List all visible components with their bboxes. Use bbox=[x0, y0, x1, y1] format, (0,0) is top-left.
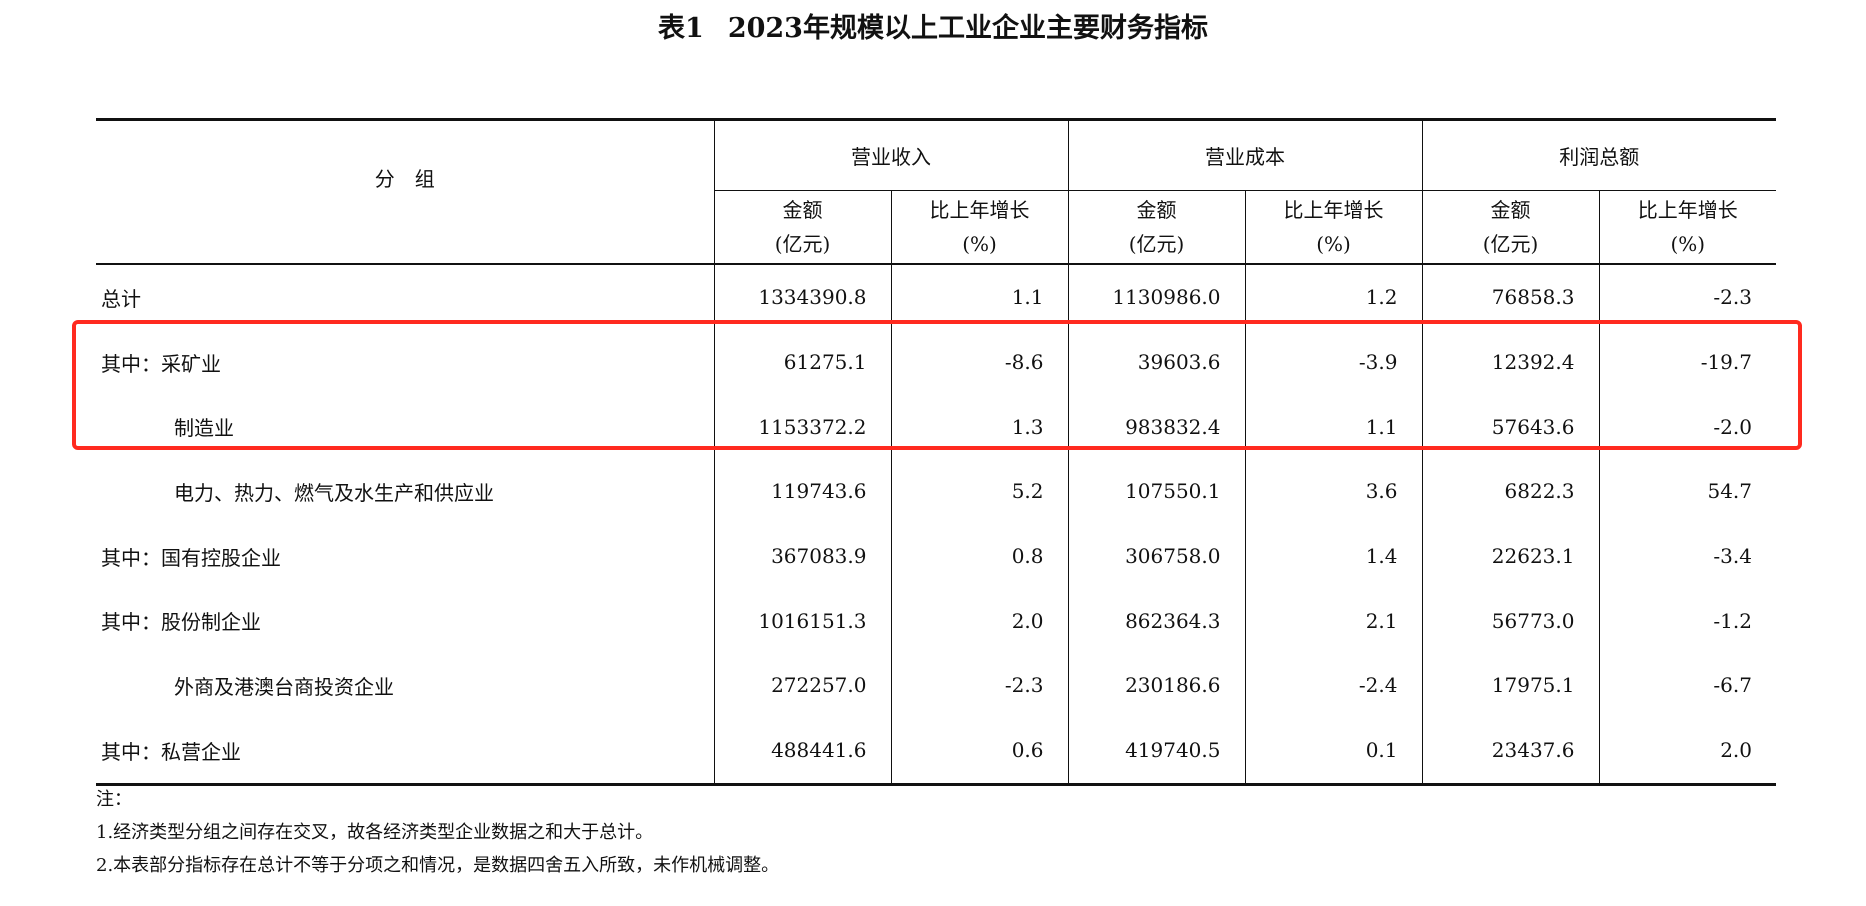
cell-value: 61275.1 bbox=[713, 329, 891, 395]
amount-subheader: 金额 (亿元) bbox=[1421, 190, 1599, 265]
table-row: 其中：采矿业 61275.1 -8.6 39603.6 -3.9 12392.4 -19.7 bbox=[96, 329, 1776, 395]
cell-value: 23437.6 bbox=[1421, 717, 1599, 786]
note-1: 1.经济类型分组之间存在交叉，故各经济类型企业数据之和大于总计。 bbox=[96, 822, 654, 843]
cell-value: 22623.1 bbox=[1421, 523, 1599, 589]
amount-unit: (亿元) bbox=[1482, 232, 1539, 256]
table-title-text: 2023年规模以上工业企业主要财务指标 bbox=[727, 13, 1208, 44]
cell-value: 1.2 bbox=[1244, 264, 1422, 330]
cell-value: -6.7 bbox=[1598, 653, 1776, 718]
amount-label: 金额 bbox=[1490, 198, 1531, 222]
note-2: 2.本表部分指标存在总计不等于分项之和情况，是数据四舍五入所致，未作机械调整。 bbox=[96, 855, 780, 876]
amount-unit: (亿元) bbox=[1128, 232, 1185, 256]
profit-header: 利润总额 bbox=[1421, 119, 1776, 191]
financial-indicators-table: 分 组 营业收入 营业成本 利润总额 金额 (亿元) 比上年增长 (%) 金额 (亿元)… bbox=[96, 118, 1776, 786]
amount-subheader: 金额 (亿元) bbox=[1067, 190, 1245, 265]
table-row: 其中：国有控股企业 367083.9 0.8 306758.0 1.4 22623.1 -3… bbox=[96, 523, 1776, 589]
cell-value: 2.0 bbox=[1598, 717, 1776, 786]
cell-value: 12392.4 bbox=[1421, 329, 1599, 395]
cell-value: 0.8 bbox=[890, 523, 1068, 589]
cell-value: -2.4 bbox=[1244, 653, 1422, 718]
group-header: 分 组 bbox=[96, 119, 714, 265]
cell-value: 2.0 bbox=[890, 588, 1068, 654]
table-row: 外商及港澳台商投资企业 272257.0 -2.3 230186.6 -2.4 17975… bbox=[96, 653, 1776, 718]
growth-unit: (%) bbox=[1670, 232, 1706, 256]
row-label: 其中：私营企业 bbox=[96, 717, 714, 786]
cell-value: 56773.0 bbox=[1421, 588, 1599, 654]
row-label: 其中：采矿业 bbox=[101, 351, 221, 376]
cell-value: 1.1 bbox=[890, 264, 1068, 330]
growth-unit: (%) bbox=[1316, 232, 1351, 256]
cell-value: 1334390.8 bbox=[713, 264, 891, 330]
notes-heading: 注： bbox=[96, 789, 132, 810]
amount-label: 金额 bbox=[1136, 198, 1177, 222]
amount-label: 金额 bbox=[782, 198, 823, 222]
revenue-header: 营业收入 bbox=[713, 119, 1068, 191]
row-label: 其中：国有控股企业 bbox=[101, 545, 281, 570]
amount-subheader: 金额 (亿元) bbox=[713, 190, 891, 265]
cell-value: 5.2 bbox=[890, 459, 1068, 524]
cell-value: 54.7 bbox=[1598, 459, 1776, 524]
table-row: 其中：股份制企业 1016151.3 2.0 862364.3 2.1 56773.0 -1… bbox=[96, 588, 1776, 654]
row-label: 制造业 bbox=[174, 416, 234, 441]
cell-value: -2.3 bbox=[1598, 264, 1776, 330]
row-label: 电力、热力、燃气及水生产和供应业 bbox=[174, 480, 494, 505]
cell-value: 272257.0 bbox=[713, 653, 891, 718]
cell-value: 2.1 bbox=[1244, 588, 1422, 654]
table-title: 表1 2023年规模以上工业企业主要财务指标 bbox=[0, 6, 1866, 45]
cell-value: -2.3 bbox=[890, 653, 1068, 718]
cell-value: 1016151.3 bbox=[713, 588, 891, 654]
cell-value: 39603.6 bbox=[1067, 329, 1245, 395]
growth-unit: (%) bbox=[962, 232, 997, 256]
table-row: 制造业 1153372.2 1.3 983832.4 1.1 57643.6 -2.0 bbox=[96, 394, 1776, 460]
highlight-box bbox=[72, 320, 1802, 450]
growth-label: 比上年增长 bbox=[929, 198, 1030, 222]
cell-value: 6822.3 bbox=[1421, 459, 1599, 524]
growth-subheader: 比上年增长 (%) bbox=[890, 190, 1068, 265]
cell-value: 367083.9 bbox=[713, 523, 891, 589]
row-label: 外商及港澳台商投资企业 bbox=[174, 674, 394, 699]
growth-label: 比上年增长 bbox=[1283, 198, 1384, 222]
table-number: 表1 bbox=[658, 13, 704, 44]
cell-value: 488441.6 bbox=[713, 717, 891, 786]
cell-value: 0.1 bbox=[1244, 717, 1422, 786]
row-label: 其中：股份制企业 bbox=[101, 610, 261, 635]
cost-header: 营业成本 bbox=[1067, 119, 1422, 191]
cell-value: 862364.3 bbox=[1067, 588, 1245, 654]
table-row: 电力、热力、燃气及水生产和供应业 119743.6 5.2 107550.1 3.6 68… bbox=[96, 459, 1776, 524]
cell-value: 1130986.0 bbox=[1067, 264, 1245, 330]
cell-value: -1.2 bbox=[1598, 588, 1776, 654]
row-label: 总计 bbox=[101, 286, 141, 311]
cell-value: 3.6 bbox=[1244, 459, 1422, 524]
cell-value: 306758.0 bbox=[1067, 523, 1245, 589]
cell-value: 17975.1 bbox=[1421, 653, 1599, 718]
cell-value: 76858.3 bbox=[1421, 264, 1599, 330]
cell-value: -3.4 bbox=[1598, 523, 1776, 589]
growth-label: 比上年增长 bbox=[1637, 198, 1738, 222]
cell-value: 1.4 bbox=[1244, 523, 1422, 589]
cell-value: -8.6 bbox=[890, 329, 1068, 395]
growth-subheader: 比上年增长 (%) bbox=[1598, 190, 1776, 265]
growth-subheader: 比上年增长 (%) bbox=[1244, 190, 1422, 265]
cell-value: 119743.6 bbox=[713, 459, 891, 524]
table-row: 其中：私营企业 488441.6 0.6 419740.5 0.1 23437.6 2.0 bbox=[96, 717, 1776, 786]
notes: 注： 1.经济类型分组之间存在交叉，故各经济类型企业数据之和大于总计。 2.本表… bbox=[96, 783, 779, 882]
cell-value: -19.7 bbox=[1598, 329, 1776, 395]
cell-value: 0.6 bbox=[890, 717, 1068, 786]
cell-value: -3.9 bbox=[1244, 329, 1422, 395]
cell-value: 230186.6 bbox=[1067, 653, 1245, 718]
cell-value: 419740.5 bbox=[1067, 717, 1245, 786]
cell-value: 107550.1 bbox=[1067, 459, 1245, 524]
table-row: 总计 1334390.8 1.1 1130986.0 1.2 76858.3 -2.3 bbox=[96, 264, 1776, 330]
amount-unit: (亿元) bbox=[774, 232, 831, 256]
